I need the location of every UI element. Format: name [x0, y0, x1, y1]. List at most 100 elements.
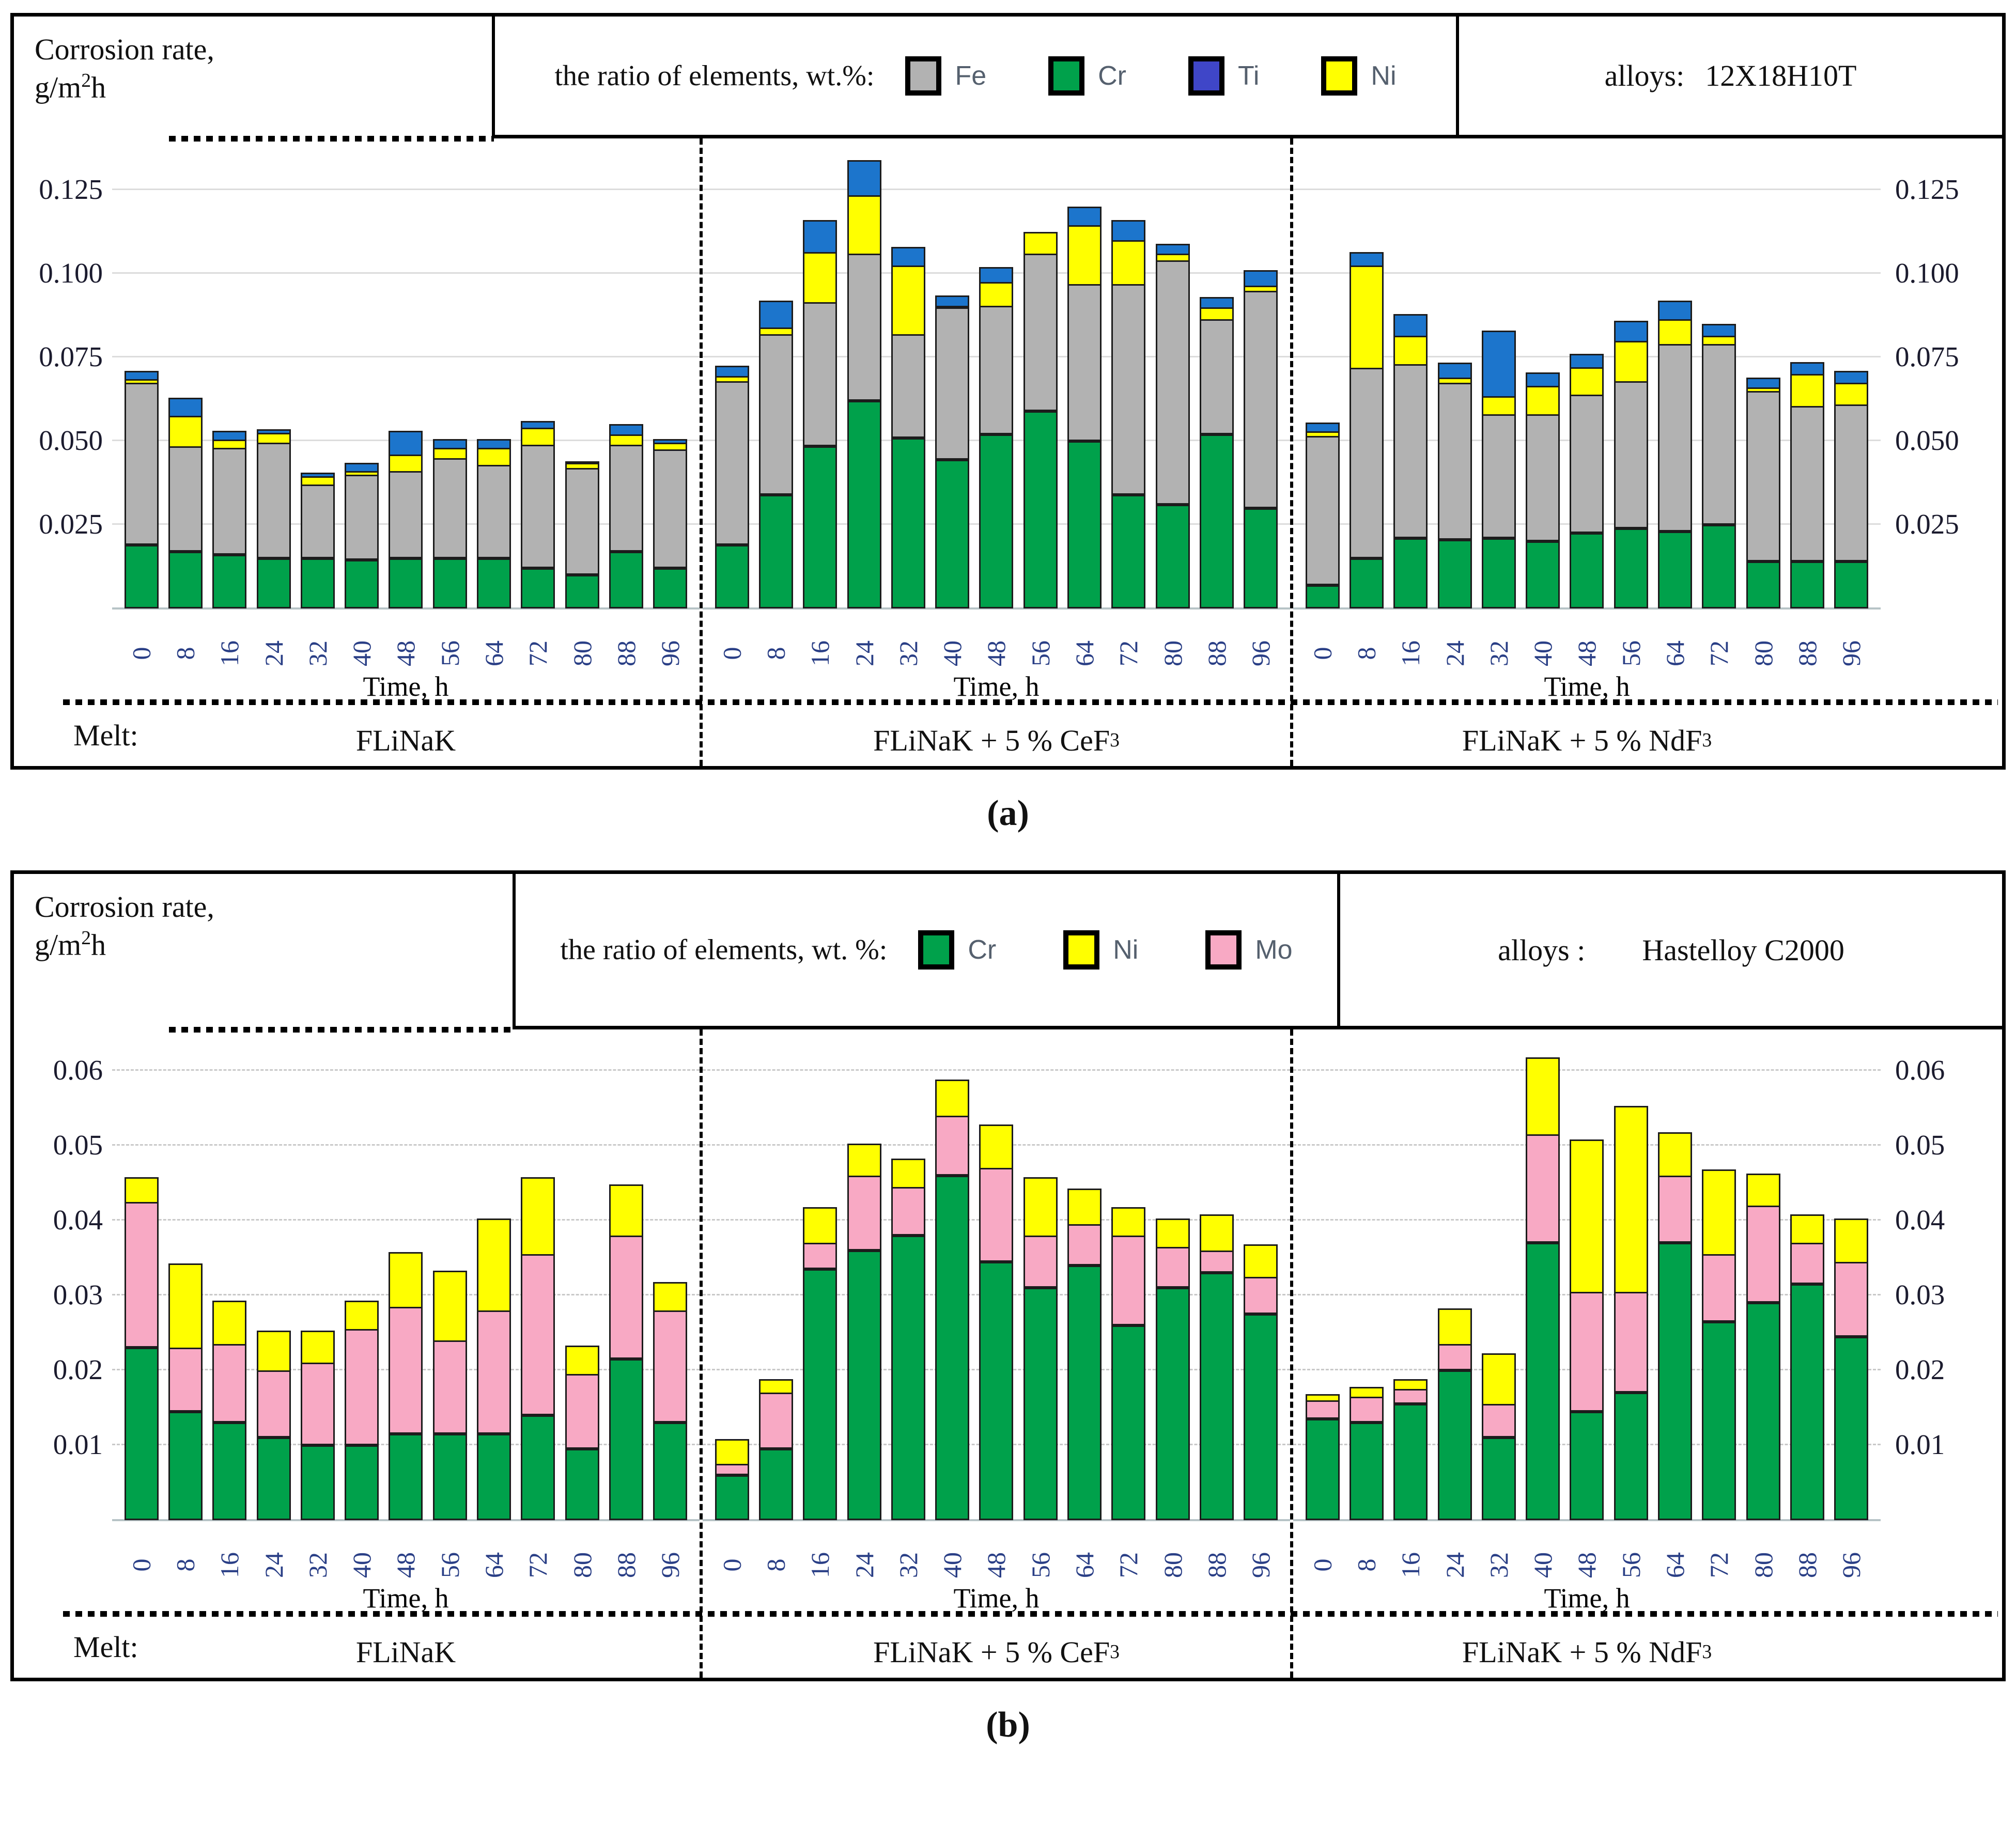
segment-Fe	[847, 254, 881, 401]
gridline	[1293, 272, 1881, 274]
x-tick-row: 0 8 16 24 32 40 48 56 64 72 80 88 96	[112, 1520, 700, 1582]
stacked-bar-t88	[609, 1184, 643, 1520]
melt-name: FLiNaK + 5 % CeF 3	[873, 1635, 1120, 1669]
segment-Ni	[1155, 1218, 1190, 1248]
x-tick-row: 0 8 16 24 32 40 48 56 64 72 80 88 96	[112, 608, 700, 670]
segment-Cr	[1199, 434, 1234, 608]
stacked-bar-t56	[1023, 1177, 1058, 1520]
segment-Mo	[1067, 1224, 1102, 1265]
segment-Fe	[891, 334, 925, 438]
legend-swatch-Fe	[905, 56, 942, 96]
legend-label: Cr	[1098, 60, 1126, 91]
segment-Cr	[891, 438, 925, 608]
stacked-bar-t64	[1658, 1132, 1693, 1520]
figure-a-header: Corrosion rate, g/m2h the ratio of eleme…	[14, 17, 2002, 142]
x-axis-line	[1293, 1519, 1881, 1521]
segment-Cr	[803, 446, 838, 608]
segment-Cr	[345, 1445, 379, 1520]
segment-Fe	[124, 382, 159, 545]
segment-Mo	[758, 1393, 793, 1449]
y-axis-left: 0.125 0.100 0.075 0.050 0.025	[14, 138, 112, 608]
legend-items: Cr Ni Mo	[918, 930, 1293, 970]
gridline	[1293, 1069, 1881, 1071]
segment-Ni	[1526, 386, 1560, 416]
caption-a: (a)	[987, 793, 1029, 833]
segment-Ni	[565, 1346, 599, 1376]
segment-Fe	[1702, 344, 1736, 525]
segment-Fe	[1023, 254, 1058, 411]
x-tick-label: 72	[1114, 1552, 1143, 1578]
stacked-bar-t0	[1305, 423, 1340, 608]
segment-Cr	[1244, 508, 1278, 608]
x-tick-label: 56	[1026, 640, 1055, 666]
y-tick-label: 0.025	[39, 508, 103, 540]
melt-name: FLiNaK + 5 % NdF 3	[1462, 1635, 1712, 1669]
x-axis-title: Time, h	[953, 671, 1040, 702]
segment-Cr	[979, 1261, 1014, 1520]
segment-Mo	[168, 1348, 203, 1412]
segment-Ni	[1244, 1244, 1278, 1278]
segment-Ni	[1199, 1214, 1234, 1252]
segment-Cr	[758, 494, 793, 608]
segment-Fe	[979, 305, 1014, 435]
x-tick-label: 56	[1026, 1552, 1055, 1578]
stacked-bar-t56	[1614, 320, 1648, 608]
segment-Cr	[1790, 1284, 1824, 1520]
stacked-bar-t96	[1834, 1218, 1869, 1520]
segment-Ti	[847, 160, 881, 197]
stacked-bar-t88	[1790, 362, 1824, 608]
stacked-bar-t48	[389, 431, 423, 608]
gridline	[703, 189, 1290, 191]
x-tick-label: 56	[435, 1552, 464, 1578]
x-tick-label: 40	[347, 1552, 377, 1578]
segment-Cr	[521, 1415, 555, 1520]
segment-Mo	[1349, 1396, 1384, 1423]
legend: the ratio of elements, wt.%: Fe Cr Ti Ni	[492, 17, 1459, 138]
segment-Cr	[1834, 1336, 1869, 1520]
x-tick-label: 24	[849, 1552, 879, 1578]
segment-Fe	[1393, 364, 1428, 538]
stacked-bar-t64	[1067, 207, 1102, 608]
stacked-bar-t8	[168, 397, 203, 608]
figure-b-body: 0.06 0.05 0.04 0.03 0.02 0.01 0 8 16 24 32 40 48 56 6…	[14, 1029, 2002, 1678]
stacked-bar-t0	[715, 1439, 749, 1520]
x-tick-label: 40	[347, 640, 377, 666]
x-tick-label: 96	[656, 1552, 685, 1578]
stacked-bar-t72	[1111, 1207, 1146, 1520]
stacked-bar-t64	[477, 1218, 511, 1520]
x-tick-label: 72	[1704, 640, 1734, 666]
segment-Ni	[1658, 319, 1693, 346]
segment-Ni	[803, 1207, 838, 1245]
x-axis-title: Time, h	[953, 1583, 1040, 1614]
segment-Cr	[609, 551, 643, 608]
segment-Cr	[477, 558, 511, 608]
stacked-bar-t48	[979, 1124, 1014, 1520]
stacked-bar-t0	[715, 365, 749, 608]
segment-Mo	[609, 1235, 643, 1360]
stacked-bar-t16	[803, 220, 838, 608]
x-tick-label: 88	[1202, 640, 1231, 666]
segment-Cr	[1305, 585, 1340, 608]
x-tick-label: 72	[523, 640, 553, 666]
y-tick-label: 0.125	[39, 174, 103, 206]
stacked-bar-t96	[1244, 1244, 1278, 1520]
gridline	[1293, 189, 1881, 191]
x-tick-label: 80	[567, 640, 597, 666]
x-tick-label: 8	[1352, 1558, 1381, 1572]
segment-Ni	[891, 265, 925, 336]
segment-Ni	[891, 1158, 925, 1189]
segment-Cr	[935, 1175, 970, 1520]
stacked-bar-t64	[1067, 1188, 1102, 1520]
segment-Ni	[124, 1177, 159, 1204]
segment-Mo	[653, 1310, 688, 1423]
segment-Cr	[256, 1438, 291, 1520]
segment-Mo	[389, 1306, 423, 1434]
segment-Ni	[1790, 1214, 1824, 1245]
figure-b-header: Corrosion rate, g/m2h the ratio of eleme…	[14, 874, 2002, 1033]
plot-area	[1293, 1029, 1881, 1521]
legend-item-Cr: Cr	[1048, 56, 1126, 96]
segment-Cr	[1349, 558, 1384, 608]
segment-Fe	[1155, 260, 1190, 505]
x-tick-label: 0	[127, 647, 156, 660]
x-axis-line	[1293, 607, 1881, 610]
